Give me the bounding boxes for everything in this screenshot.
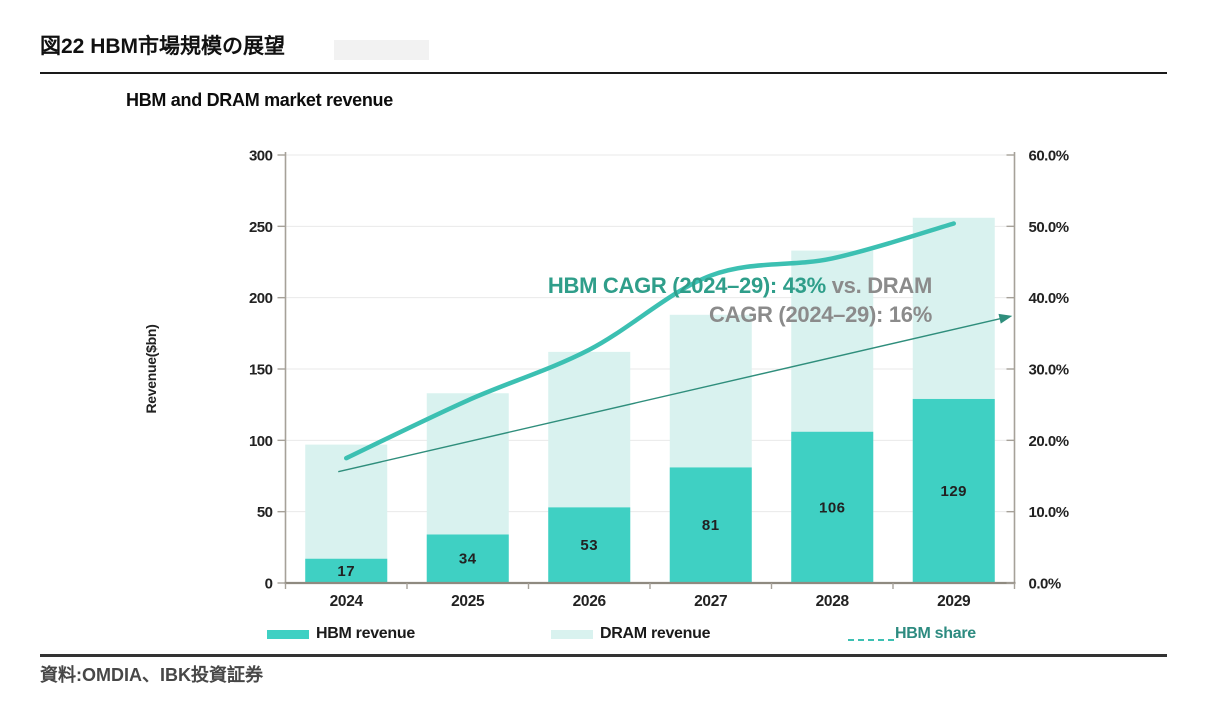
y-right-tick-labels: 60.0% 50.0% 40.0% 30.0% 20.0% 10.0% 0.0%: [1029, 148, 1070, 593]
dram-trend-arrow: [338, 313, 1013, 473]
legend-label-dram-revenue: DRAM revenue: [600, 625, 711, 642]
hbm-bar-2024: [305, 558, 388, 583]
svg-text:0: 0: [265, 576, 273, 593]
svg-text:100: 100: [249, 433, 273, 450]
svg-text:2028: 2028: [816, 593, 850, 610]
hbm-bar-2026: [548, 507, 631, 583]
legend-item-dram-revenue: DRAM revenue: [551, 622, 711, 646]
svg-text:40.0%: 40.0%: [1029, 290, 1069, 307]
legend-label-hbm-share: HBM share: [895, 625, 976, 642]
cagr-annotation: HBM CAGR (2024–29): 43% vs. DRAM CAGR (2…: [440, 271, 932, 329]
y-axis-title: Revenue($bn): [143, 325, 159, 414]
heading-artifact: [334, 40, 429, 60]
svg-text:60.0%: 60.0%: [1029, 148, 1069, 165]
gridlines: [285, 154, 1015, 513]
svg-text:2029: 2029: [937, 593, 971, 610]
svg-text:2024: 2024: [330, 593, 364, 610]
figure-title: 図22 HBM市場規模の展望: [40, 35, 286, 58]
svg-text:106: 106: [819, 499, 846, 516]
hbm-revenue-bars: [305, 398, 995, 583]
svg-text:17: 17: [337, 563, 355, 580]
bottom-divider: [40, 654, 1167, 657]
hbm-share-dash-icon: [848, 639, 894, 641]
hbm-share-line: [344, 221, 956, 461]
hbm-bar-2029: [912, 398, 995, 583]
svg-text:20.0%: 20.0%: [1029, 433, 1069, 450]
x-axis-labels: 2024 2025 2026 2027 2028 2029: [330, 593, 972, 610]
legend-item-hbm-revenue: HBM revenue: [267, 622, 415, 646]
hbm-bar-2027: [669, 467, 752, 583]
svg-text:2026: 2026: [573, 593, 607, 610]
svg-text:50.0%: 50.0%: [1029, 219, 1069, 236]
svg-text:10.0%: 10.0%: [1029, 504, 1069, 521]
svg-text:53: 53: [580, 537, 598, 554]
hbm-bar-2028: [791, 431, 874, 583]
svg-text:2027: 2027: [694, 593, 727, 610]
hbm-bar-value-labels: 17 34 53 81 106 129: [337, 483, 967, 580]
svg-text:250: 250: [249, 219, 273, 236]
dram-revenue-swatch-icon: [551, 629, 593, 639]
source-note: 資料:OMDIA、IBK投資証券: [40, 665, 263, 685]
svg-text:300: 300: [249, 148, 273, 165]
y-left-tick-labels: 300 250 200 150 100 50 0: [249, 148, 273, 593]
svg-text:81: 81: [702, 517, 720, 534]
dram-cagr-text: CAGR (2024–29): 16%: [709, 302, 932, 327]
top-divider: [40, 72, 1167, 74]
svg-text:129: 129: [940, 483, 967, 500]
svg-text:50: 50: [257, 504, 273, 521]
hbm-revenue-swatch-icon: [267, 629, 309, 639]
chart-title: HBM and DRAM market revenue: [126, 90, 393, 110]
vs-dram-text: vs. DRAM: [825, 273, 933, 298]
svg-text:200: 200: [249, 290, 273, 307]
svg-text:2025: 2025: [451, 593, 485, 610]
hbm-cagr-text: HBM CAGR (2024–29): 43%: [547, 273, 826, 298]
svg-text:34: 34: [459, 551, 477, 568]
legend-label-hbm-revenue: HBM revenue: [316, 625, 415, 642]
cagr-annotation-line1: HBM CAGR (2024–29): 43% vs. DRAM: [440, 271, 932, 300]
svg-text:150: 150: [249, 362, 273, 379]
legend-item-hbm-share: HBM share: [848, 622, 976, 646]
axes: [277, 152, 1016, 589]
svg-text:0.0%: 0.0%: [1029, 576, 1061, 593]
hbm-bar-2025: [426, 534, 509, 583]
svg-text:30.0%: 30.0%: [1029, 362, 1069, 379]
